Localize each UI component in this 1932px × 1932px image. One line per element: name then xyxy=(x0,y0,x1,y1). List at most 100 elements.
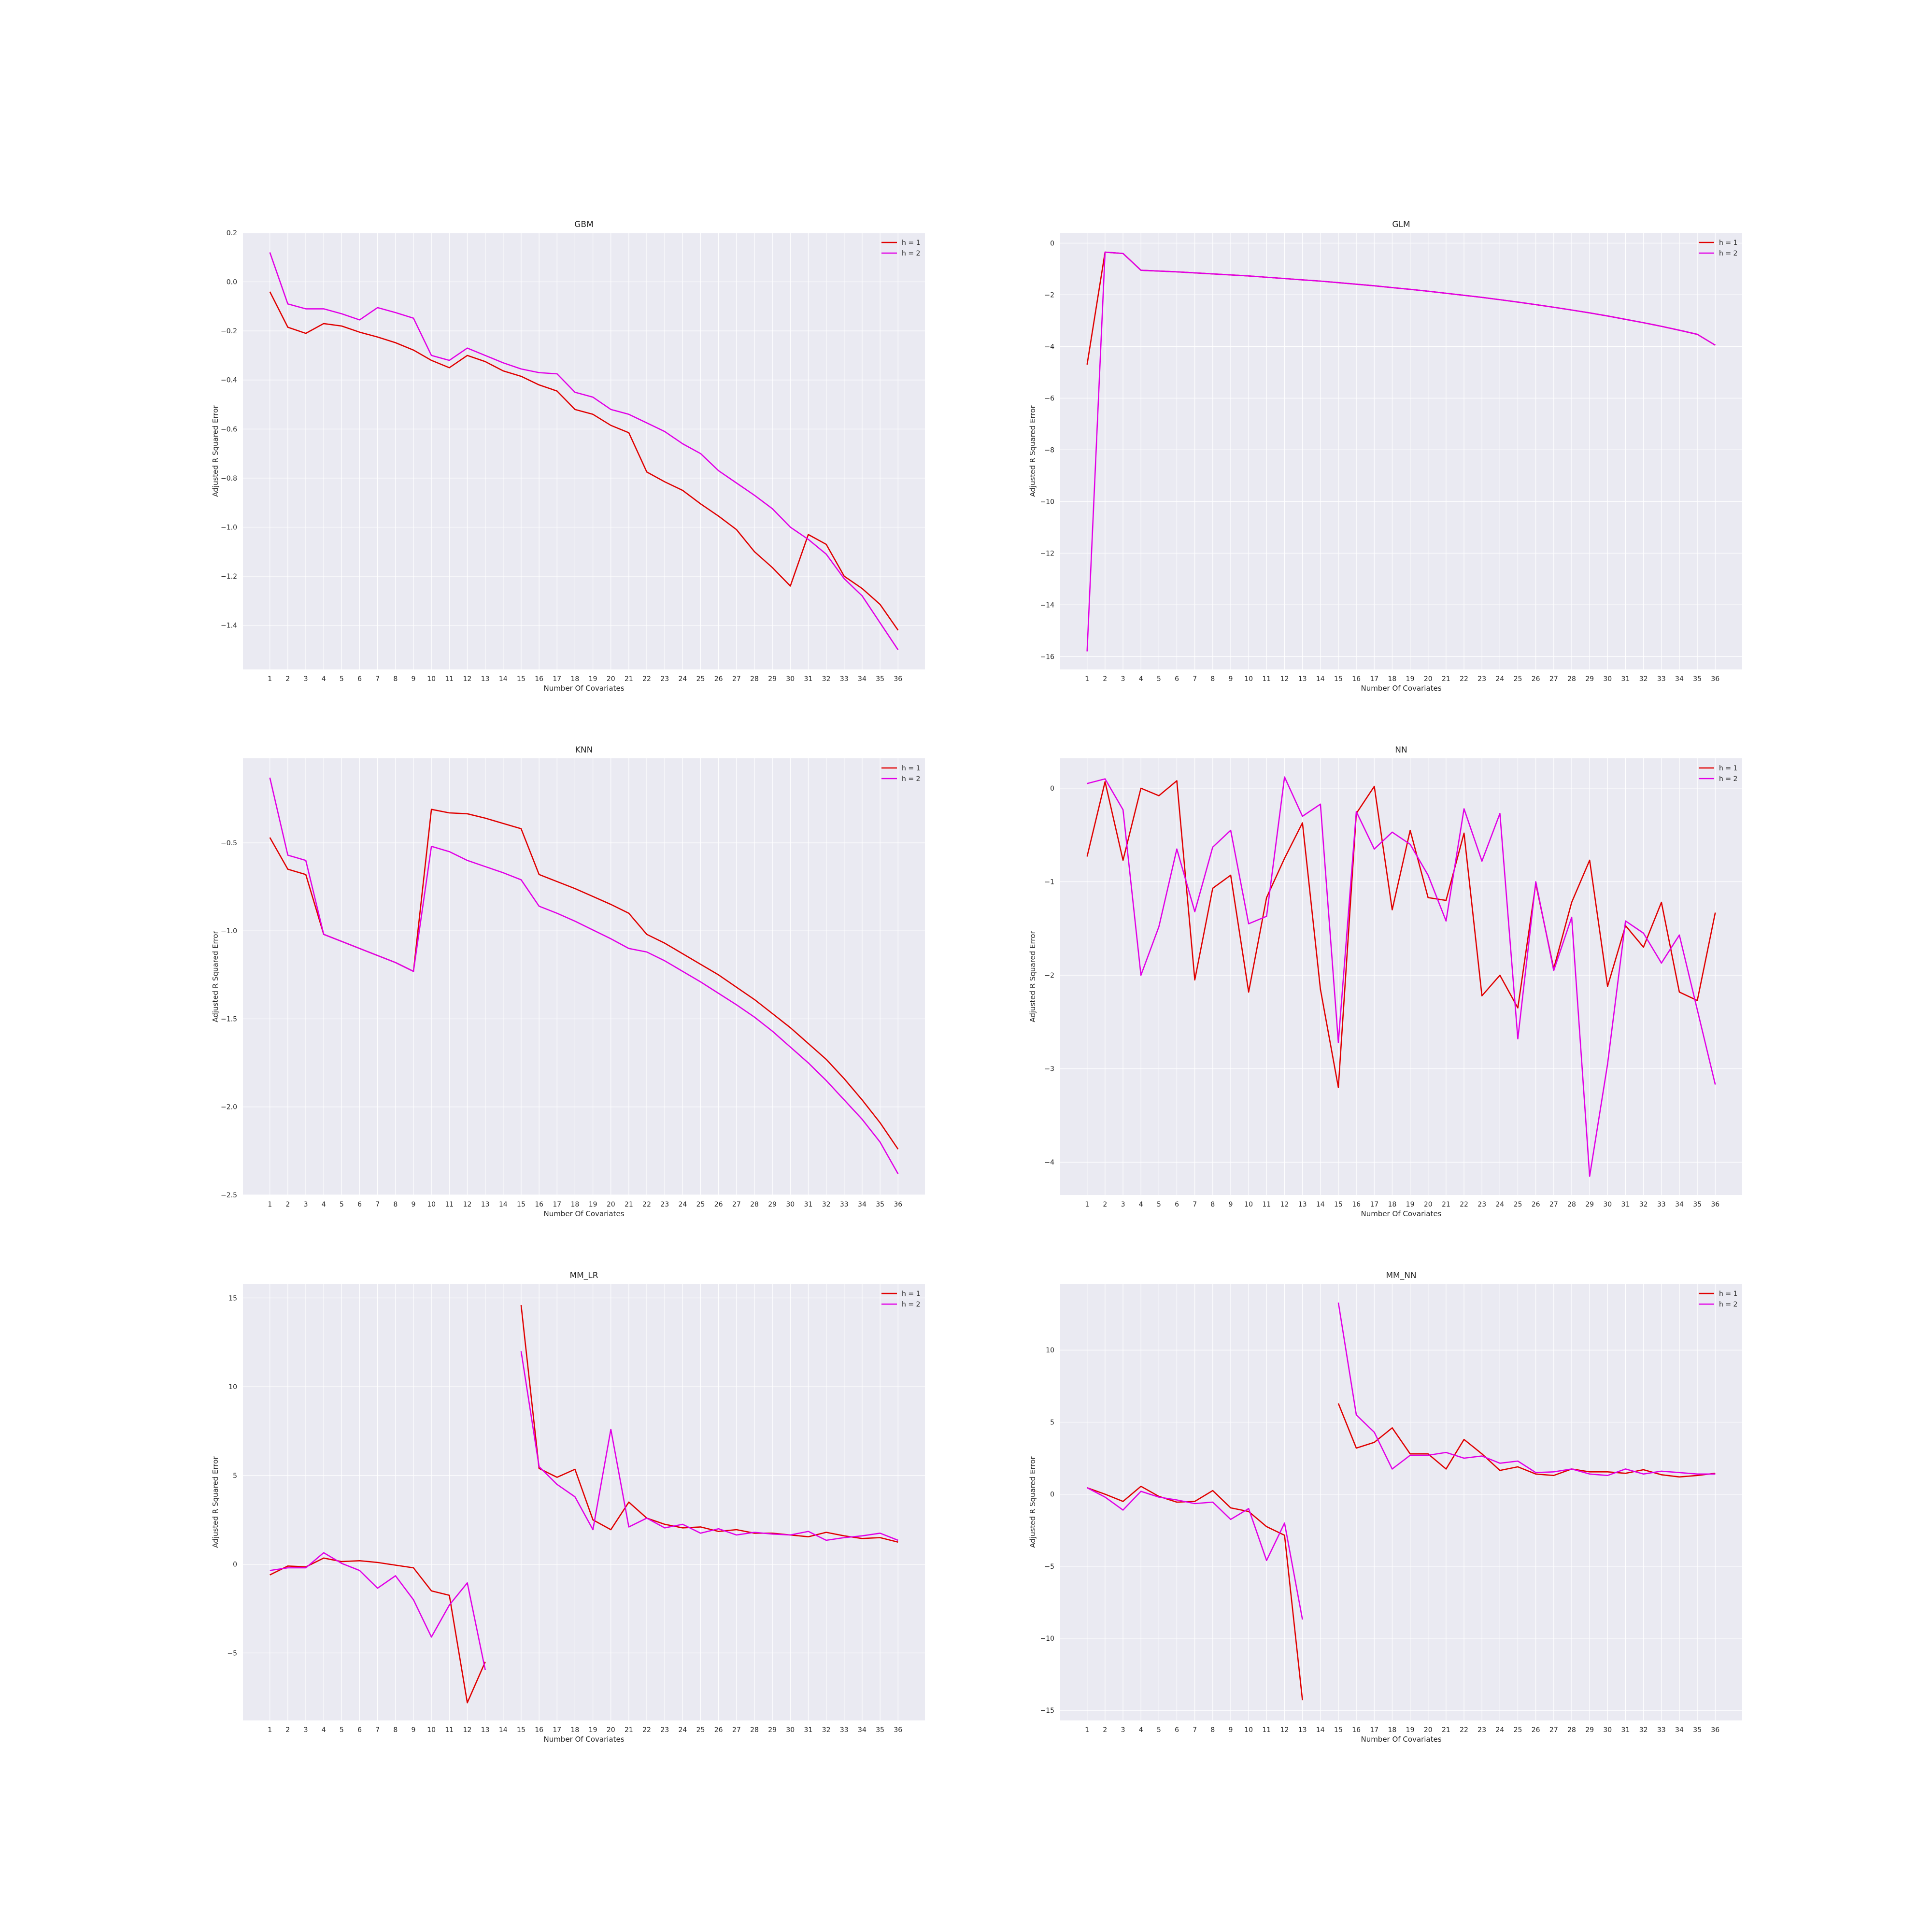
y-tick-label: −4 xyxy=(1044,1159,1054,1166)
x-tick-label: 15 xyxy=(1334,1726,1343,1734)
y-tick-label: −5 xyxy=(227,1649,237,1657)
x-tick-label: 36 xyxy=(1711,1201,1719,1208)
y-tick-label: −0.8 xyxy=(221,475,237,483)
y-tick-label: −12 xyxy=(1040,550,1054,557)
x-tick-label: 4 xyxy=(1139,1726,1143,1734)
x-tick-label: 10 xyxy=(1244,1726,1253,1734)
x-tick-label: 31 xyxy=(804,1726,813,1734)
x-axis-label: Number Of Covariates xyxy=(543,684,624,693)
y-tick-label: −2.0 xyxy=(221,1104,237,1111)
legend-label-h1: h = 1 xyxy=(902,1290,920,1298)
plot-area xyxy=(243,758,925,1195)
x-tick-label: 17 xyxy=(553,675,561,683)
x-tick-label: 9 xyxy=(412,1201,416,1208)
x-tick-label: 7 xyxy=(375,1726,380,1734)
x-tick-label: 17 xyxy=(1370,675,1378,683)
x-tick-label: 33 xyxy=(1657,1201,1666,1208)
x-tick-label: 10 xyxy=(427,675,436,683)
x-tick-label: 22 xyxy=(642,675,651,683)
x-tick-label: 2 xyxy=(1103,675,1107,683)
x-tick-label: 27 xyxy=(1549,1726,1558,1734)
subplot-nn: 1 2 3 4 5 6 7 8 9 10 11 12 13 14 15 16 17 18 19 20 21 22 23 24 2… xyxy=(1028,745,1742,1218)
x-tick-label: 24 xyxy=(678,1201,687,1208)
x-tick-label: 12 xyxy=(463,1726,472,1734)
x-tick-label: 12 xyxy=(463,1201,472,1208)
x-tick-label: 34 xyxy=(1675,1201,1684,1208)
x-tick-label: 26 xyxy=(714,675,723,683)
x-tick-label: 20 xyxy=(607,1201,615,1208)
x-tick-label: 33 xyxy=(840,1726,849,1734)
x-tick-label: 16 xyxy=(535,1726,543,1734)
x-tick-label: 26 xyxy=(1532,675,1540,683)
x-tick-label: 24 xyxy=(678,1726,687,1734)
x-tick-label: 29 xyxy=(1585,675,1594,683)
x-tick-label: 13 xyxy=(1298,1726,1307,1734)
x-tick-label: 29 xyxy=(768,1201,777,1208)
x-tick-label: 27 xyxy=(1549,675,1558,683)
x-tick-label: 32 xyxy=(822,1726,831,1734)
x-tick-label: 7 xyxy=(1193,675,1197,683)
x-tick-label: 3 xyxy=(304,1726,308,1734)
x-tick-label: 15 xyxy=(1334,675,1343,683)
legend: h = 1 h = 2 xyxy=(881,239,920,257)
x-tick-label: 8 xyxy=(393,1201,398,1208)
x-tick-label: 11 xyxy=(445,675,454,683)
x-tick-label: 29 xyxy=(1585,1201,1594,1208)
x-tick-label: 11 xyxy=(445,1726,454,1734)
x-tick-label: 23 xyxy=(660,1201,669,1208)
y-tick-label: −2 xyxy=(1044,972,1054,980)
x-tick-label: 13 xyxy=(1298,675,1307,683)
x-tick-label: 21 xyxy=(625,1201,633,1208)
x-tick-label: 22 xyxy=(1460,675,1468,683)
x-axis-label: Number Of Covariates xyxy=(1361,1735,1441,1744)
x-tick-label: 11 xyxy=(1262,1726,1271,1734)
x-tick-label: 4 xyxy=(322,675,326,683)
subplot-mm-lr: 1 2 3 4 5 6 7 8 9 10 11 12 13 14 15 16 17 18 19 20 21 22 23 24 2… xyxy=(211,1271,925,1744)
x-tick-label: 21 xyxy=(1442,1726,1450,1734)
legend-label-h2: h = 2 xyxy=(902,250,920,257)
x-tick-label: 10 xyxy=(427,1726,436,1734)
x-tick-label: 6 xyxy=(357,1726,362,1734)
legend: h = 1 h = 2 xyxy=(881,1290,920,1308)
x-tick-label: 27 xyxy=(1549,1201,1558,1208)
x-tick-label: 28 xyxy=(750,1201,759,1208)
x-tick-label: 6 xyxy=(357,675,362,683)
x-tick-label: 16 xyxy=(535,675,543,683)
x-tick-label: 5 xyxy=(340,675,344,683)
x-tick-label: 24 xyxy=(1495,1726,1504,1734)
y-tick-label: −1.4 xyxy=(221,622,237,630)
subplot-mm-nn: 1 2 3 4 5 6 7 8 9 10 11 12 13 14 15 16 17 18 19 20 21 22 23 24 2… xyxy=(1028,1271,1742,1744)
x-tick-label: 7 xyxy=(375,675,380,683)
x-tick-label: 36 xyxy=(894,1201,902,1208)
x-tick-label: 32 xyxy=(822,1201,831,1208)
x-tick-label: 19 xyxy=(589,1201,597,1208)
x-tick-label: 35 xyxy=(876,675,884,683)
y-tick-label: 10 xyxy=(1046,1347,1054,1354)
x-tick-label: 6 xyxy=(1175,1201,1179,1208)
chart-title: GBM xyxy=(574,220,594,229)
plot-area xyxy=(1060,233,1742,669)
x-tick-label: 18 xyxy=(571,1201,580,1208)
x-tick-label: 8 xyxy=(393,1726,398,1734)
x-tick-label: 22 xyxy=(1460,1201,1468,1208)
y-axis-label: Adjusted R Squared Error xyxy=(1028,931,1037,1023)
x-tick-label: 12 xyxy=(1280,1201,1289,1208)
y-tick-label: −0.2 xyxy=(221,327,237,335)
x-tick-label: 1 xyxy=(1085,675,1089,683)
x-tick-label: 14 xyxy=(499,675,508,683)
x-tick-label: 24 xyxy=(1495,1201,1504,1208)
series-line-h2 xyxy=(270,1351,898,1670)
y-tick-label: −0.4 xyxy=(221,377,237,384)
x-tick-label: 25 xyxy=(1514,1726,1522,1734)
x-tick-label: 9 xyxy=(412,1726,416,1734)
y-tick-label: −5 xyxy=(1044,1563,1054,1571)
legend-label-h1: h = 1 xyxy=(1719,765,1737,772)
x-tick-label: 15 xyxy=(517,1201,526,1208)
plot-area xyxy=(1060,758,1742,1195)
y-tick-label: −4 xyxy=(1044,343,1054,351)
legend-label-h2: h = 2 xyxy=(902,775,920,783)
series-line-h1 xyxy=(269,291,899,631)
x-tick-label: 30 xyxy=(786,1726,795,1734)
x-tick-label: 19 xyxy=(1406,1726,1415,1734)
y-tick-label: −1.0 xyxy=(221,524,237,531)
